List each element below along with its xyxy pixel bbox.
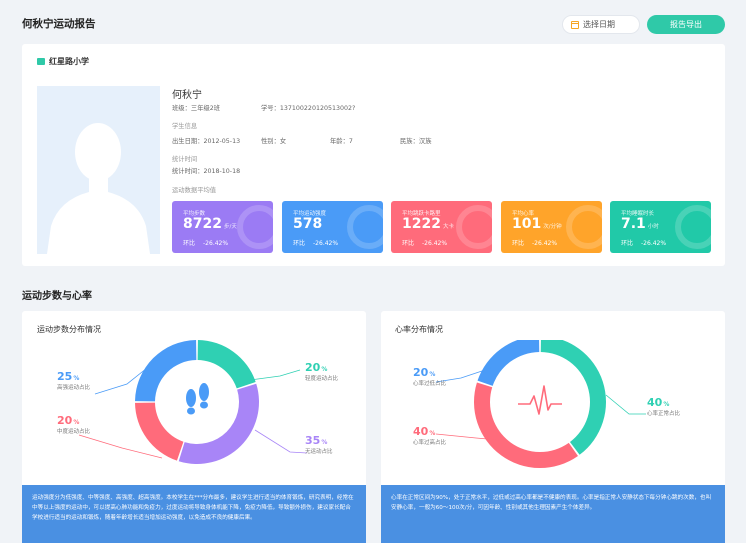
stat-value: 8722 步/天	[183, 216, 237, 232]
stat-card: 平均睡眠时长 7.1 小时环比 -26.42%	[610, 201, 711, 253]
heart-label-low: 20% 心率过低占比	[413, 366, 447, 387]
steps-label-light: 20% 轻度运动占比	[305, 361, 339, 382]
steps-leader-line-1	[94, 359, 158, 395]
stat-decoration-icon	[237, 205, 273, 249]
stat-value: 1222 大卡	[402, 216, 454, 232]
stat-compare: 环比 -26.42%	[621, 240, 667, 247]
heart-slice-2	[477, 340, 540, 386]
student-class: 班级：三年级2班	[172, 105, 221, 112]
student-name: 何秋宁	[172, 90, 202, 101]
sport-data-title: 运动数据平均值	[172, 187, 217, 194]
steps-donut-chart	[78, 340, 308, 464]
stat-value: 101 次/分钟	[512, 216, 562, 232]
stat-decoration-icon	[347, 205, 383, 249]
stat-decoration-icon	[566, 205, 602, 249]
stat-time: 统计时间：2018-10-18	[172, 168, 241, 175]
stat-card: 平均心率 101 次/分钟环比 -26.42%	[501, 201, 602, 253]
stat-label: 平均睡眠时长	[621, 211, 655, 217]
calendar-icon	[571, 20, 579, 29]
heart-slice-0	[540, 340, 606, 455]
student-age: 年龄：7	[330, 138, 353, 145]
steps-slice-2	[135, 402, 184, 461]
footprints-icon	[186, 383, 209, 415]
page-title: 何秋宁运动报告	[22, 18, 96, 30]
student-photo	[37, 86, 160, 254]
heart-description: 心率在正常区间为90%，处于正常水平，过低或过高心率都是不健康的表现。心率是指正…	[381, 485, 725, 543]
school-name: 红星路小学	[49, 57, 89, 66]
school-icon	[37, 58, 45, 65]
stat-compare: 环比 -26.42%	[183, 240, 229, 247]
heart-slice-1	[474, 382, 578, 468]
stat-value: 578	[293, 216, 323, 232]
steps-label-none: 35% 无运动占比	[305, 434, 333, 455]
date-picker[interactable]: 选择日期	[562, 15, 640, 34]
stat-decoration-icon	[456, 205, 492, 249]
avatar-silhouette-icon	[47, 123, 150, 254]
heart-chart-title: 心率分布情况	[395, 325, 443, 334]
heart-leader-line-3	[435, 433, 500, 441]
steps-label-high: 25% 高强运动占比	[57, 370, 91, 391]
heart-leader-line-2	[605, 394, 646, 415]
stat-label: 平均心率	[512, 211, 535, 217]
steps-leader-line-2	[249, 369, 301, 381]
stat-compare: 环比 -26.42%	[293, 240, 339, 247]
steps-description: 运动强度分为低强度、中等强度、高强度、超高强度。本校学生在***分布最多，建议学…	[22, 485, 366, 543]
stat-label: 平均运动强度	[293, 211, 327, 217]
stat-compare: 环比 -26.42%	[512, 240, 558, 247]
steps-leader-line-3	[254, 429, 308, 454]
student-birth: 出生日期：2012-05-13	[172, 138, 241, 145]
stat-label: 平均步数	[183, 211, 206, 217]
section-title: 运动步数与心率	[22, 291, 92, 302]
student-info-title: 学生信息	[172, 123, 198, 130]
steps-slice-3	[135, 340, 197, 402]
export-report-button[interactable]: 报告导出	[647, 15, 725, 34]
heart-donut-chart	[435, 340, 646, 468]
stat-time-title: 统计时间	[172, 156, 198, 163]
steps-label-mid: 20% 中度运动占比	[57, 414, 91, 435]
student-ethnic: 民族：汉族	[400, 138, 432, 145]
student-gender: 性别：女	[261, 138, 287, 145]
heart-label-high: 40% 心率过高占比	[413, 425, 447, 446]
heartbeat-icon	[518, 385, 562, 415]
stat-compare: 环比 -26.42%	[402, 240, 448, 247]
steps-slice-1	[178, 383, 259, 464]
stat-card: 平均运动强度 578 环比 -26.42%	[282, 201, 383, 253]
heart-leader-line-1	[435, 367, 492, 383]
stat-card: 平均步数 8722 步/天环比 -26.42%	[172, 201, 273, 253]
date-picker-label: 选择日期	[583, 20, 615, 29]
stat-label: 平均跳跃卡路里	[402, 211, 441, 217]
student-id: 学号：137100220120513002?	[261, 105, 356, 112]
steps-chart-title: 运动步数分布情况	[37, 325, 101, 334]
heart-label-normal: 40% 心率正常占比	[647, 396, 681, 417]
steps-leader-line-4	[78, 434, 163, 459]
stat-card: 平均跳跃卡路里 1222 大卡环比 -26.42%	[391, 201, 492, 253]
stat-decoration-icon	[675, 205, 711, 249]
steps-slice-0	[197, 340, 256, 389]
school-header: 红星路小学	[37, 56, 89, 67]
stat-value: 7.1 小时	[621, 216, 659, 232]
